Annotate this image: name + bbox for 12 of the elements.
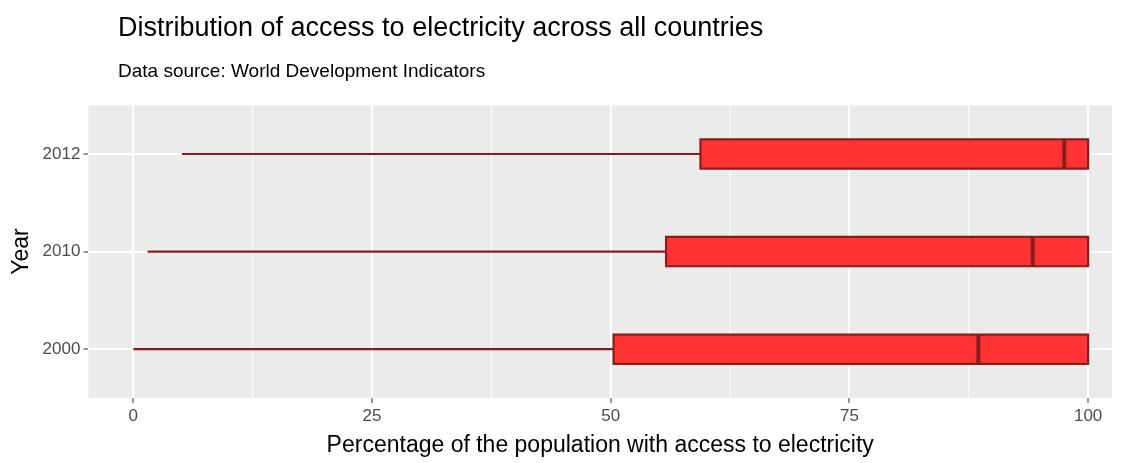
x-tick-label: 25	[362, 405, 382, 425]
chart-title: Distribution of access to electricity across all countries	[118, 12, 764, 43]
y-axis-title: Year	[7, 228, 34, 275]
x-axis-title: Percentage of the population with access to electricity	[326, 430, 875, 457]
y-tick-label: 2000	[42, 338, 81, 358]
y-tick-label: 2012	[42, 143, 81, 163]
chart-subtitle: Data source: World Development Indicators	[118, 60, 486, 82]
x-tick-label: 0	[128, 405, 139, 425]
x-tick-label: 75	[839, 405, 859, 425]
x-tick-label: 50	[601, 405, 621, 425]
y-tick-label: 2010	[42, 241, 81, 261]
x-tick-label: 100	[1073, 405, 1103, 425]
